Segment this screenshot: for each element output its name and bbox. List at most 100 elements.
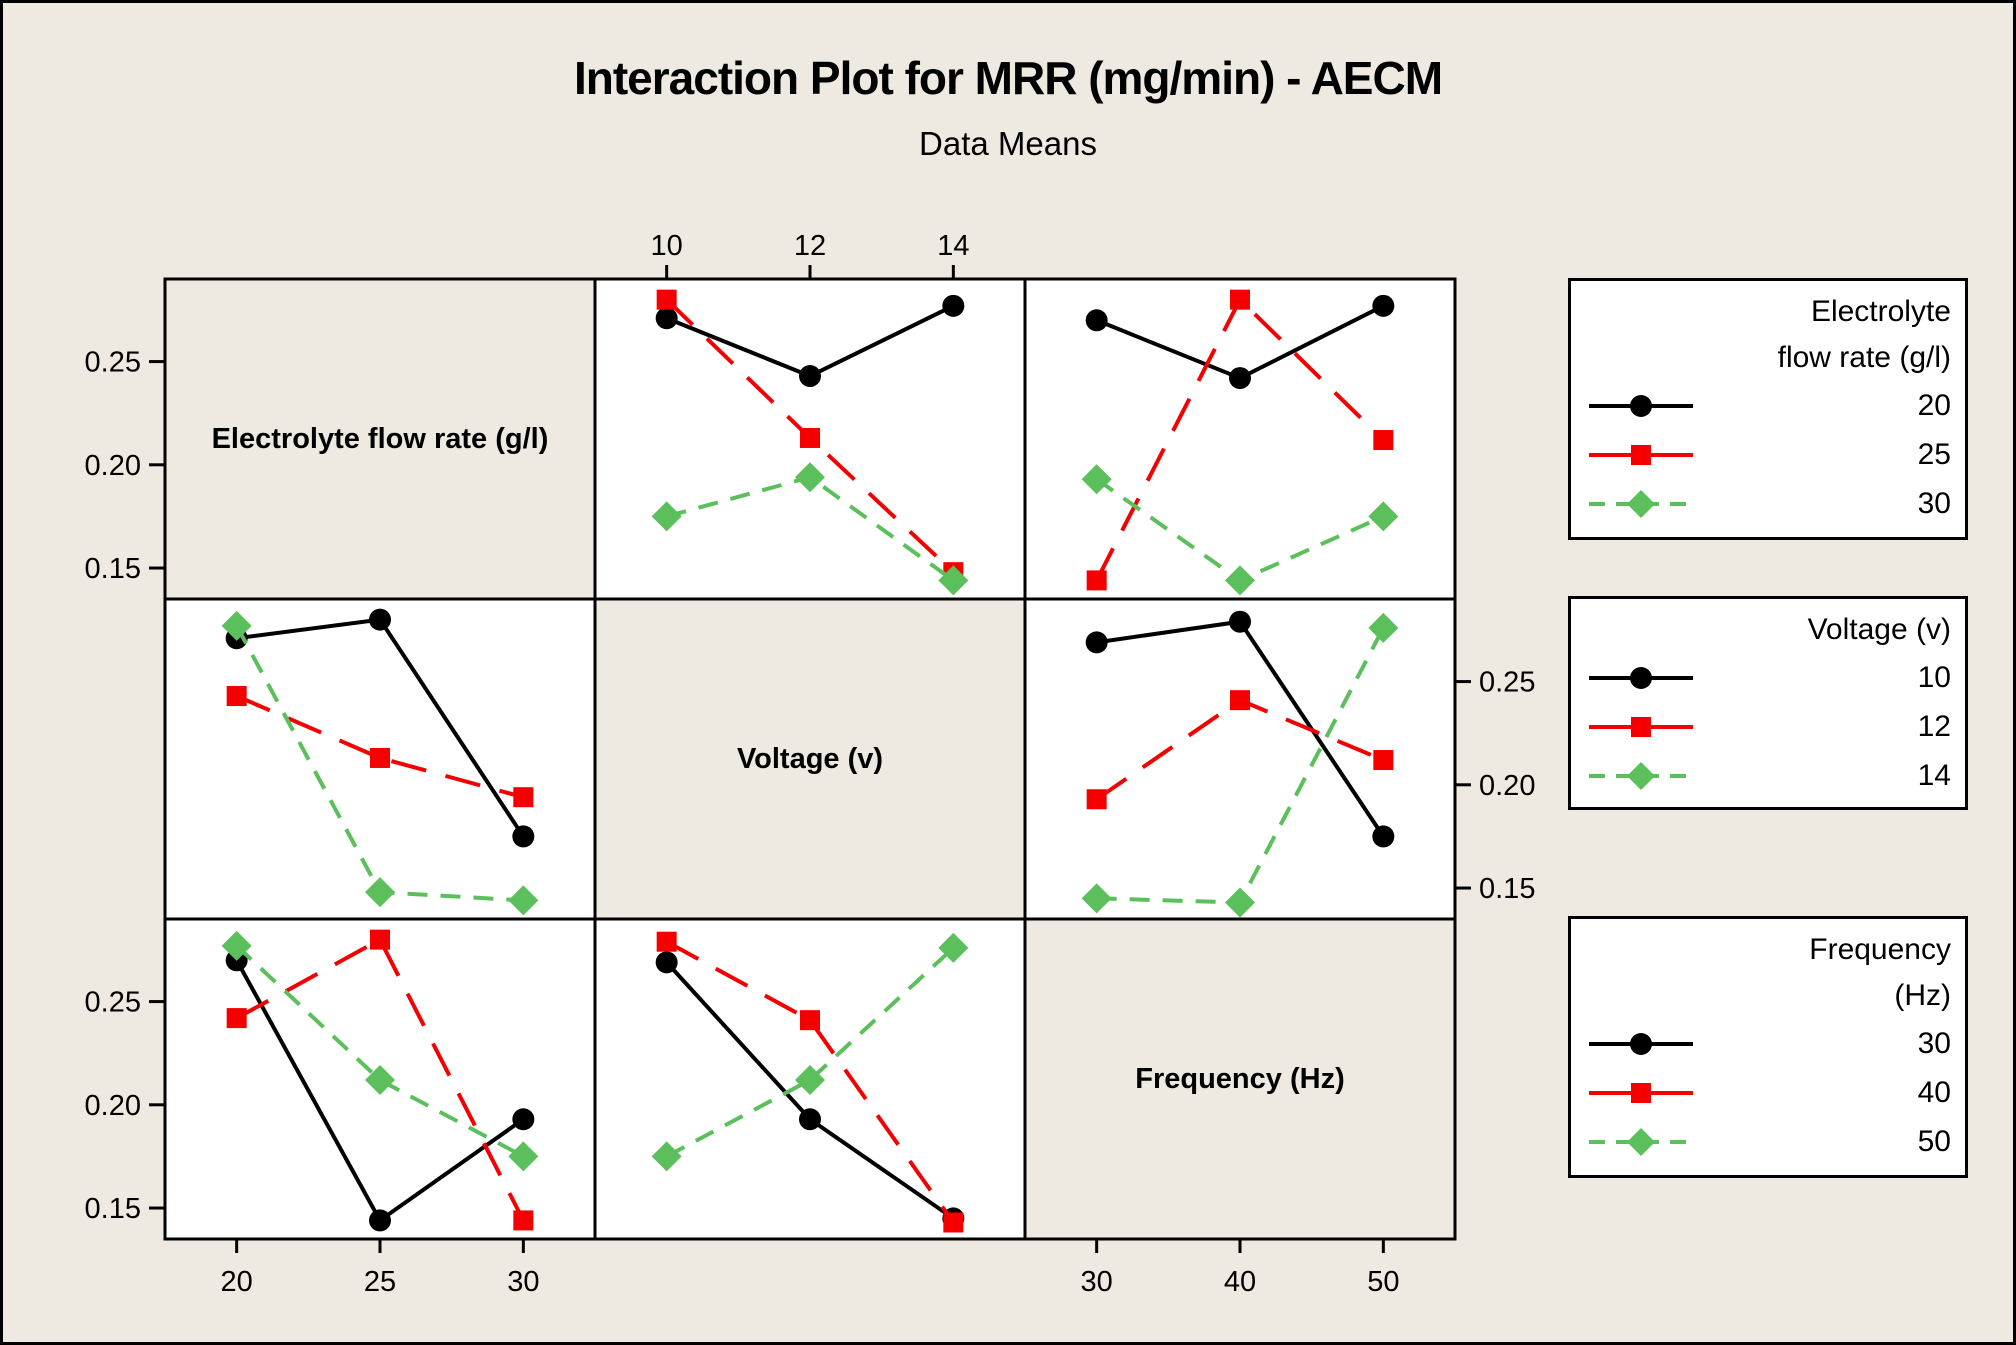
bottom-axis-tick-label: 50 (1367, 1266, 1399, 1298)
left-axis-tick-label: 0.15 (85, 1193, 141, 1225)
circle-marker-flowrate-by-frequency-level-20 (1372, 294, 1395, 317)
square-marker-icon (1589, 716, 1693, 737)
diamond-marker-voltage-by-flowrate-level-14 (365, 877, 395, 908)
diamond-marker-icon (1589, 761, 1693, 790)
legend-title: Electrolyte flow rate (g/l) (1581, 289, 1951, 381)
legend-title-line: Frequency (1809, 933, 1951, 966)
right-axis-tick-label: 0.20 (1479, 770, 1535, 802)
bottom-axis-tick-label: 40 (1224, 1266, 1256, 1298)
legend-frequency: Frequency (Hz) 30 40 50 (1568, 916, 1968, 1178)
diamond-marker-frequency-by-voltage-level-50 (795, 1065, 825, 1096)
top-axis-tick-label: 10 (651, 230, 683, 262)
circle-marker-icon (1589, 1032, 1693, 1055)
diamond-marker-voltage-by-flowrate-level-14 (221, 610, 252, 641)
legend-entry: 30 (1581, 1019, 1951, 1068)
bottom-axis-tick-label: 30 (507, 1266, 539, 1298)
diamond-marker-flowrate-by-frequency-level-30 (1081, 464, 1112, 495)
bottom-axis-tick-label: 30 (1081, 1266, 1113, 1298)
legend-entry-label: 10 (1917, 660, 1951, 694)
diamond-marker-voltage-by-frequency-level-14 (1225, 887, 1255, 918)
square-marker-flowrate-by-voltage-level-25 (656, 289, 677, 310)
legend-entry: 20 (1581, 381, 1951, 430)
square-marker-frequency-by-flowrate-level-40 (226, 1008, 247, 1029)
legend-entry-label: 40 (1917, 1075, 1951, 1109)
circle-marker-flowrate-by-frequency-level-20 (1229, 367, 1251, 390)
square-marker-voltage-by-frequency-level-12 (1086, 789, 1107, 810)
chart-title: Interaction Plot for MRR (mg/min) - AECM (573, 52, 1443, 104)
diamond-marker-voltage-by-frequency-level-14 (1081, 883, 1112, 914)
legend-entry-label: 12 (1917, 709, 1951, 743)
diamond-marker-frequency-by-voltage-level-50 (938, 932, 969, 963)
square-marker-voltage-by-frequency-level-12 (1373, 750, 1394, 771)
legend-entry: 14 (1581, 751, 1951, 800)
legend-sample-square (1631, 444, 1651, 465)
diamond-marker-voltage-by-flowrate-level-14 (508, 885, 539, 916)
legend-title-line: Voltage (v) (1807, 613, 1951, 646)
diamond-marker-frequency-by-flowrate-level-50 (365, 1065, 395, 1096)
diamond-marker-frequency-by-voltage-level-50 (651, 1141, 682, 1172)
legend-sample-diamond (1627, 489, 1655, 518)
legend-entry-label: 14 (1917, 758, 1951, 792)
circle-marker-flowrate-by-frequency-level-20 (1085, 309, 1108, 332)
left-axis-tick-label: 0.20 (85, 1090, 141, 1122)
square-marker-frequency-by-voltage-level-40 (656, 931, 677, 952)
legend-title-line: (Hz) (1894, 979, 1951, 1012)
square-marker-frequency-by-flowrate-level-40 (513, 1210, 534, 1231)
legend-sample-diamond (1627, 761, 1655, 790)
square-marker-flowrate-by-frequency-level-25 (1373, 430, 1394, 451)
legend-electrolyte-flow-rate: Electrolyte flow rate (g/l) 20 25 30 (1568, 278, 1968, 540)
square-marker-voltage-by-flowrate-level-12 (370, 747, 390, 768)
circle-marker-voltage-by-frequency-level-10 (1085, 631, 1108, 654)
left-axis-tick-label: 0.20 (85, 450, 141, 482)
circle-marker-flowrate-by-voltage-level-20 (799, 365, 821, 388)
factor-label-voltage: Voltage (v) (736, 742, 884, 775)
legend-title-line: flow rate (g/l) (1777, 341, 1951, 374)
circle-marker-voltage-by-flowrate-level-10 (512, 825, 535, 848)
diamond-marker-flowrate-by-frequency-level-30 (1225, 565, 1255, 596)
square-marker-flowrate-by-frequency-level-25 (1230, 289, 1250, 310)
circle-marker-frequency-by-flowrate-level-30 (512, 1108, 535, 1131)
square-marker-flowrate-by-voltage-level-25 (800, 427, 820, 448)
legend-title: Frequency (Hz) (1581, 927, 1951, 1019)
legend-title-line: Electrolyte (1810, 295, 1951, 328)
legend-sample-circle (1630, 1032, 1652, 1055)
legend-entry: 50 (1581, 1117, 1951, 1166)
diamond-marker-voltage-by-frequency-level-14 (1368, 612, 1399, 643)
diamond-marker-flowrate-by-voltage-level-30 (938, 565, 969, 596)
circle-marker-icon (1589, 394, 1693, 417)
legend-entry: 30 (1581, 479, 1951, 528)
legend-sample-circle (1630, 666, 1652, 689)
circle-marker-flowrate-by-voltage-level-20 (942, 294, 965, 317)
square-marker-frequency-by-flowrate-level-40 (370, 929, 390, 950)
diamond-marker-flowrate-by-frequency-level-30 (1368, 501, 1399, 532)
top-axis-tick-label: 14 (937, 230, 969, 262)
diamond-marker-icon (1589, 1127, 1693, 1156)
left-axis-tick-label: 0.25 (85, 987, 141, 1019)
circle-marker-frequency-by-voltage-level-30 (655, 951, 678, 974)
square-marker-frequency-by-voltage-level-40 (800, 1010, 820, 1031)
bottom-axis-tick-label: 25 (364, 1266, 396, 1298)
left-axis-tick-label: 0.15 (85, 553, 141, 585)
legend-entry-label: 30 (1917, 486, 1951, 520)
square-marker-voltage-by-frequency-level-12 (1230, 690, 1250, 711)
legend-sample-square (1631, 1082, 1651, 1103)
legend-sample-circle (1630, 394, 1652, 417)
circle-marker-voltage-by-frequency-level-10 (1372, 825, 1395, 848)
circle-marker-voltage-by-frequency-level-10 (1229, 610, 1251, 633)
legend-entry-label: 20 (1917, 388, 1951, 422)
legend-entry: 25 (1581, 430, 1951, 479)
diamond-marker-frequency-by-flowrate-level-50 (508, 1141, 539, 1172)
square-marker-frequency-by-voltage-level-40 (943, 1212, 964, 1233)
diamond-marker-flowrate-by-voltage-level-30 (651, 501, 682, 532)
factor-label-electrolyte-flow-rate: Electrolyte flow rate (g/l) (211, 422, 549, 455)
square-marker-voltage-by-flowrate-level-12 (513, 787, 534, 808)
legend-entry-label: 50 (1917, 1124, 1951, 1158)
diamond-marker-flowrate-by-voltage-level-30 (795, 462, 825, 493)
legend-title: Voltage (v) (1581, 607, 1951, 653)
circle-marker-voltage-by-flowrate-level-10 (369, 608, 391, 631)
right-axis-tick-label: 0.15 (1479, 873, 1535, 905)
legend-entry: 10 (1581, 653, 1951, 702)
circle-marker-frequency-by-flowrate-level-30 (369, 1209, 391, 1232)
legend-entry: 12 (1581, 702, 1951, 751)
